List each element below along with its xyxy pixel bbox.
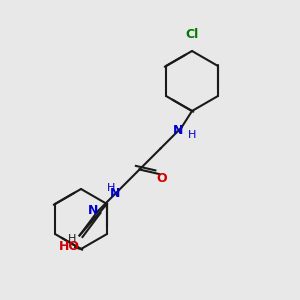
Text: H: H bbox=[107, 182, 115, 193]
Text: O: O bbox=[157, 172, 167, 185]
Text: H: H bbox=[188, 130, 196, 140]
Text: N: N bbox=[110, 187, 121, 200]
Text: N: N bbox=[88, 203, 98, 217]
Text: Cl: Cl bbox=[185, 28, 199, 40]
Text: N: N bbox=[173, 124, 184, 137]
Text: H: H bbox=[68, 233, 76, 244]
Text: HO: HO bbox=[58, 239, 80, 253]
